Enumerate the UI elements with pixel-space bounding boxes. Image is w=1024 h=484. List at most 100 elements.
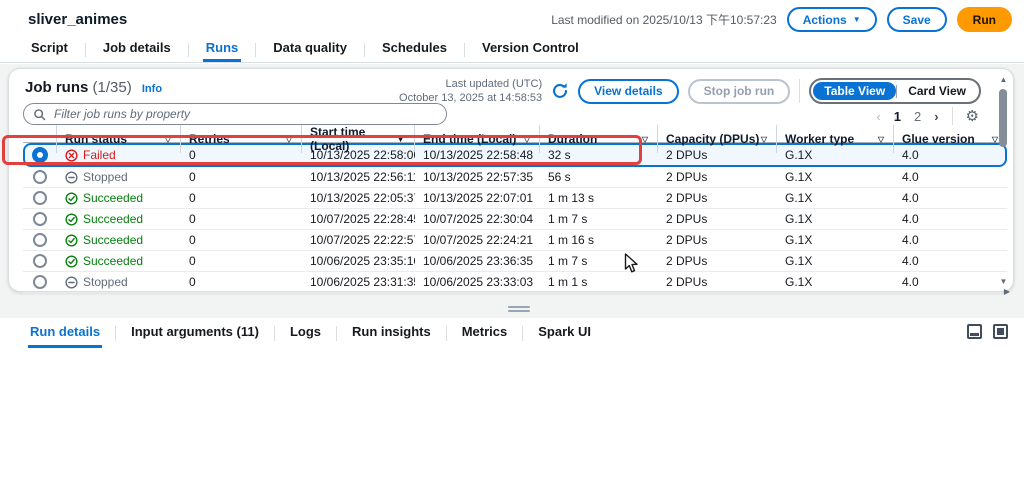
table-body: Failed 0 10/13/2025 22:58:06 10/13/2025 22:…: [23, 143, 1007, 293]
table-row[interactable]: Succeeded 0 10/13/2025 22:05:37 10/13/2025 …: [23, 188, 1007, 209]
pagination-divider: [951, 107, 953, 125]
column-filter-icon[interactable]: ▽: [285, 134, 292, 144]
job-runs-panel: Job runs (1/35) Info Last updated (UTC) …: [8, 68, 1014, 296]
tab-data-quality[interactable]: Data quality: [273, 40, 347, 55]
view-details-button[interactable]: View details: [578, 78, 679, 104]
row-radio[interactable]: [32, 147, 48, 163]
table-view-toggle[interactable]: Table View: [813, 82, 897, 101]
table-row[interactable]: Succeeded 0 10/07/2025 22:28:45 10/07/2025 …: [23, 209, 1007, 230]
run-button[interactable]: Run: [956, 7, 1012, 32]
job-runs-toolbar: Last updated (UTC) October 13, 2025 at 1…: [399, 77, 981, 106]
table-row[interactable]: Stopped 0 10/06/2025 23:31:35 10/06/2025 23…: [23, 272, 1007, 293]
detail-tab-run-insights[interactable]: Run insights: [352, 324, 431, 339]
sort-descending-icon[interactable]: ▼: [396, 134, 405, 144]
tab-divider: [445, 326, 447, 341]
pagination-page-2[interactable]: 2: [913, 108, 922, 124]
start-time-cell: 10/06/2025 23:35:16: [310, 254, 415, 268]
capacity-cell: 2 DPUs: [666, 254, 708, 268]
run-status-cell: Failed: [57, 148, 181, 162]
duration-cell: 1 m 7 s: [548, 254, 588, 268]
tab-divider: [336, 326, 337, 341]
refresh-icon: [551, 82, 569, 100]
start-time-cell: 10/06/2025 23:31:35: [310, 275, 415, 289]
worker-type-cell: G.1X: [785, 233, 813, 247]
detail-tab-spark-ui[interactable]: Spark UI: [538, 324, 591, 339]
column-header-label: Worker type: [785, 132, 855, 146]
table-row[interactable]: Stopped 0 10/13/2025 22:56:11 10/13/2025 22…: [23, 167, 1007, 188]
column-header-glue-version[interactable]: Glue version ▽: [894, 125, 1007, 153]
glue-version-cell: 4.0: [902, 233, 919, 247]
row-radio[interactable]: [33, 233, 47, 247]
tab-runs[interactable]: Runs: [202, 40, 242, 62]
detail-tab-metrics[interactable]: Metrics: [461, 324, 508, 339]
scroll-up-icon[interactable]: ▲: [999, 75, 1008, 84]
refresh-button[interactable]: [551, 82, 569, 100]
pagination-page-1[interactable]: 1: [893, 108, 901, 124]
actions-button[interactable]: Actions ▼: [786, 7, 877, 32]
scroll-down-icon[interactable]: ▼: [999, 277, 1008, 286]
stopped-status-icon: [65, 170, 78, 184]
tab-divider: [187, 43, 189, 57]
detail-tab-logs[interactable]: Logs: [289, 324, 321, 339]
toolbar-divider: [799, 79, 801, 104]
worker-type-cell: G.1X: [785, 170, 813, 184]
retries-cell: 0: [189, 191, 196, 205]
table-row[interactable]: Succeeded 0 10/07/2025 22:22:57 10/07/2025 …: [23, 230, 1007, 251]
split-panel-drag-handle[interactable]: [508, 306, 530, 312]
duration-cell: 1 m 13 s: [548, 191, 595, 205]
detail-tab-input-arguments-11[interactable]: Input arguments (11): [131, 324, 259, 339]
column-header-worker-type[interactable]: Worker type ▽: [777, 125, 894, 153]
duration-cell: 32 s: [548, 148, 571, 162]
filter-input[interactable]: [52, 106, 437, 122]
pagination-previous-icon[interactable]: ‹: [876, 108, 881, 124]
worker-type-cell: G.1X: [785, 191, 813, 205]
tab-job-details[interactable]: Job details: [102, 40, 171, 55]
expand-panel-icon[interactable]: [993, 324, 1008, 339]
stop-job-run-button[interactable]: Stop job run: [687, 78, 791, 104]
collapse-panel-icon[interactable]: [967, 324, 982, 339]
scrollbar-thumb[interactable]: [999, 89, 1007, 147]
filter-box[interactable]: [23, 103, 447, 125]
row-select-cell: [23, 191, 57, 205]
column-filter-icon[interactable]: ▽: [991, 134, 998, 144]
radio-column-header: [23, 125, 57, 153]
job-runs-count: (1/35): [92, 79, 132, 96]
tab-schedules[interactable]: Schedules: [381, 40, 447, 55]
scroll-right-icon[interactable]: ▶: [1003, 287, 1010, 296]
row-radio[interactable]: [33, 275, 47, 289]
row-radio[interactable]: [33, 212, 47, 226]
end-time-cell: 10/13/2025 22:58:48: [423, 148, 534, 162]
column-filter-icon[interactable]: ▽: [164, 134, 171, 144]
job-runs-table: Run status ▽ Retries ▽ Start time (Local) ▼ En…: [23, 125, 1007, 293]
status-label: Failed: [83, 148, 116, 162]
table-scrollbar[interactable]: ▲ ▼: [997, 73, 1010, 289]
tab-script[interactable]: Script: [31, 40, 68, 55]
row-select-cell: [23, 254, 57, 268]
gear-icon[interactable]: ⚙: [965, 107, 979, 125]
pagination-next-icon[interactable]: ›: [934, 108, 939, 124]
run-detail-tabs: Run details Input arguments (11) Logs Run i…: [0, 318, 1024, 348]
start-time-cell: 10/13/2025 22:58:06: [310, 148, 415, 162]
column-filter-icon[interactable]: ▽: [760, 134, 767, 144]
glue-version-cell: 4.0: [902, 275, 919, 289]
row-radio[interactable]: [33, 254, 47, 268]
detail-tab-run-details[interactable]: Run details: [28, 324, 103, 348]
card-view-toggle[interactable]: Card View: [908, 84, 966, 99]
column-filter-icon[interactable]: ▽: [877, 134, 884, 144]
status-label: Stopped: [83, 275, 128, 289]
info-link[interactable]: Info: [141, 83, 163, 95]
save-button[interactable]: Save: [886, 7, 947, 32]
column-filter-icon[interactable]: ▽: [641, 134, 648, 144]
row-radio[interactable]: [33, 191, 47, 205]
end-time-cell: 10/13/2025 22:07:01: [423, 191, 534, 205]
run-status-cell: Stopped: [57, 170, 181, 184]
table-row[interactable]: Succeeded 0 10/06/2025 23:35:16 10/06/2025 …: [23, 251, 1007, 272]
duration-cell: 1 m 16 s: [548, 233, 595, 247]
panel-controls: [967, 324, 1008, 339]
tab-version-control[interactable]: Version Control: [481, 40, 579, 55]
column-filter-icon[interactable]: ▽: [523, 134, 530, 144]
row-radio[interactable]: [33, 170, 47, 184]
end-time-cell: 10/06/2025 23:33:03: [423, 275, 534, 289]
column-header-capacity-dpus[interactable]: Capacity (DPUs) ▽: [658, 125, 777, 153]
